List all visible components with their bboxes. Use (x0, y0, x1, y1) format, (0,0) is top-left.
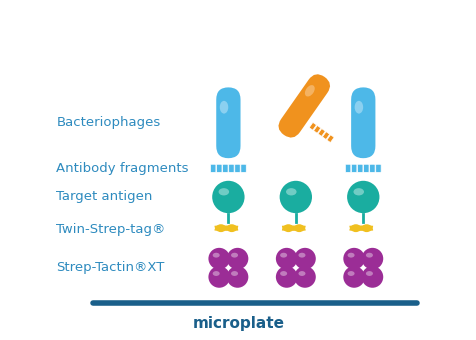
FancyBboxPatch shape (350, 87, 375, 158)
Ellipse shape (279, 271, 287, 276)
Circle shape (294, 266, 315, 288)
Circle shape (226, 248, 248, 269)
FancyBboxPatch shape (216, 87, 240, 158)
FancyBboxPatch shape (363, 164, 368, 172)
FancyBboxPatch shape (228, 164, 234, 172)
FancyBboxPatch shape (313, 125, 320, 133)
Text: Bacteriophages: Bacteriophages (56, 116, 160, 129)
Circle shape (343, 266, 364, 288)
Text: Strep-Tactin®XT: Strep-Tactin®XT (56, 261, 164, 274)
FancyBboxPatch shape (216, 164, 221, 172)
Ellipse shape (219, 101, 228, 114)
Circle shape (275, 248, 297, 269)
Circle shape (208, 248, 229, 269)
FancyBboxPatch shape (222, 164, 228, 172)
FancyBboxPatch shape (375, 164, 380, 172)
Ellipse shape (365, 253, 372, 258)
Circle shape (343, 248, 364, 269)
Ellipse shape (230, 271, 238, 276)
FancyBboxPatch shape (327, 135, 333, 142)
FancyBboxPatch shape (357, 164, 362, 172)
FancyBboxPatch shape (278, 74, 329, 138)
Ellipse shape (353, 188, 363, 195)
FancyBboxPatch shape (234, 164, 240, 172)
Circle shape (208, 266, 229, 288)
Ellipse shape (347, 253, 354, 258)
Ellipse shape (279, 253, 287, 258)
Ellipse shape (212, 271, 219, 276)
Text: Antibody fragments: Antibody fragments (56, 162, 188, 175)
FancyBboxPatch shape (210, 164, 216, 172)
Circle shape (347, 181, 379, 213)
FancyBboxPatch shape (317, 129, 325, 136)
Text: Target antigen: Target antigen (56, 190, 152, 203)
Circle shape (361, 266, 382, 288)
Circle shape (275, 266, 297, 288)
FancyBboxPatch shape (322, 132, 329, 139)
Circle shape (361, 248, 382, 269)
Ellipse shape (298, 253, 305, 258)
Ellipse shape (230, 253, 238, 258)
Circle shape (212, 181, 244, 213)
FancyBboxPatch shape (369, 164, 374, 172)
Ellipse shape (286, 188, 296, 195)
Ellipse shape (347, 271, 354, 276)
Ellipse shape (212, 253, 219, 258)
FancyBboxPatch shape (240, 164, 246, 172)
Ellipse shape (365, 271, 372, 276)
Ellipse shape (304, 85, 314, 97)
FancyBboxPatch shape (345, 164, 350, 172)
Circle shape (226, 266, 248, 288)
Ellipse shape (218, 188, 228, 195)
Circle shape (279, 181, 311, 213)
Circle shape (294, 248, 315, 269)
Ellipse shape (298, 271, 305, 276)
Ellipse shape (354, 101, 362, 114)
Text: microplate: microplate (192, 316, 284, 331)
FancyBboxPatch shape (308, 122, 316, 130)
Text: Twin-Strep-tag®: Twin-Strep-tag® (56, 222, 166, 236)
FancyBboxPatch shape (351, 164, 356, 172)
